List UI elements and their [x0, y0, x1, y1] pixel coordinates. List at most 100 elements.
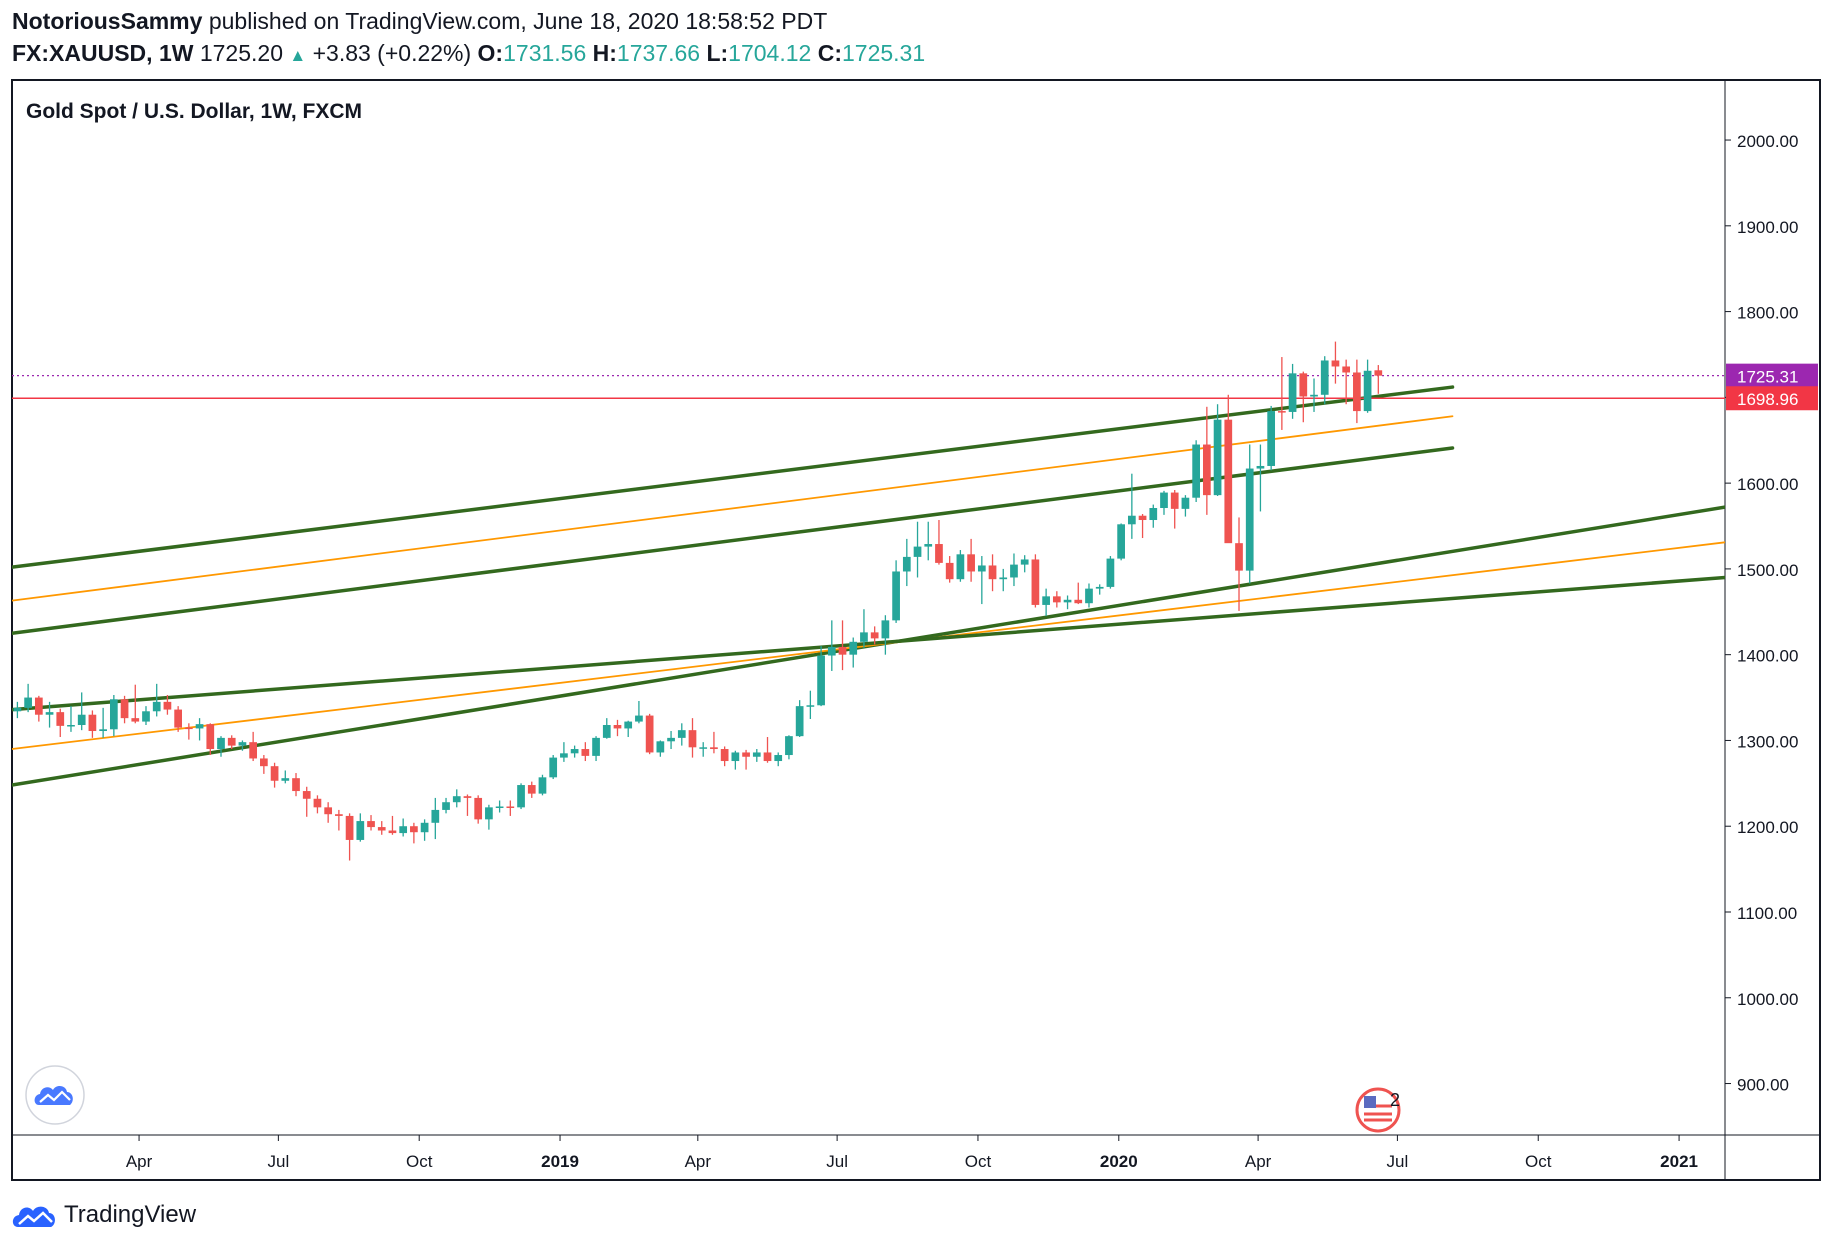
candle-body [34, 697, 43, 715]
channel-lines[interactable] [12, 385, 1725, 787]
candle [120, 695, 129, 724]
chart-title: Gold Spot / U.S. Dollar, 1W, FXCM [26, 100, 362, 123]
candle [56, 708, 65, 738]
candle-body [1288, 373, 1297, 412]
candle [431, 797, 440, 840]
candle [1267, 405, 1276, 471]
candle-body [1160, 492, 1168, 509]
candle [335, 809, 343, 831]
candle [752, 749, 761, 762]
economic-events-marker[interactable]: 2 [1355, 1087, 1401, 1133]
candle [977, 556, 986, 605]
candle-body [195, 724, 204, 729]
candle-body [474, 797, 483, 820]
candle-body [1278, 411, 1286, 413]
candle-body [131, 718, 140, 722]
candle [581, 742, 590, 762]
candle-body [913, 546, 922, 557]
time-axis[interactable]: Apr Jul Oct 2019 Apr Jul Oct 2020 Apr Jul Oct 2021 [126, 1135, 1698, 1171]
candle-body [77, 714, 86, 726]
ohlc-line: FX:XAUUSD, 1W 1725.20 ▲ +3.83 (+0.22%) O… [12, 38, 925, 71]
candle-body [999, 577, 1008, 580]
candle-body [849, 641, 858, 655]
candle [935, 520, 943, 565]
candle [1235, 517, 1243, 611]
horizontal-lines[interactable] [12, 375, 1725, 399]
time-tick-label: Apr [685, 1152, 712, 1171]
candle [302, 786, 311, 817]
candle-body [1213, 419, 1222, 496]
candle-body [99, 729, 107, 732]
candle [999, 568, 1008, 592]
candle-body [356, 821, 365, 840]
candle-body [1320, 360, 1329, 395]
candle [345, 813, 354, 861]
candle [388, 815, 397, 835]
candle [260, 755, 268, 774]
candle [1192, 440, 1200, 502]
price-tick-label: 1800.00 [1737, 304, 1798, 323]
candle [517, 783, 525, 810]
candle-body [495, 806, 504, 808]
trendline-6[interactable] [12, 575, 1725, 712]
candle-body [656, 741, 665, 753]
candle-body [442, 802, 450, 810]
candle [817, 646, 825, 707]
footer-brand[interactable]: TradingView [12, 1198, 196, 1232]
candle-body [1042, 596, 1050, 605]
candle [538, 774, 547, 796]
candle [45, 701, 54, 728]
candle [913, 521, 922, 578]
candle [1127, 473, 1136, 539]
low-value: 1704.12 [728, 40, 812, 66]
candle-body [485, 807, 493, 820]
candle [1288, 363, 1297, 419]
candle [463, 794, 472, 816]
candle-body [956, 554, 965, 580]
candle [1095, 584, 1104, 595]
price-change: +3.83 (+0.22%) [312, 40, 472, 66]
trendline-2[interactable] [12, 415, 1454, 602]
candle-body [860, 632, 868, 642]
time-tick-label: Oct [1525, 1152, 1552, 1171]
publish-info: published on TradingView.com, June 18, 2… [208, 8, 828, 34]
time-tick-label: Oct [406, 1152, 433, 1171]
candle [174, 706, 182, 732]
candle [495, 800, 504, 813]
candle [142, 706, 150, 726]
candle [827, 620, 836, 671]
open-value: 1731.56 [503, 40, 587, 66]
candle-body [806, 705, 815, 707]
candle-body [56, 712, 65, 726]
candle-body [720, 749, 729, 762]
candle [613, 719, 622, 737]
candle [474, 795, 483, 824]
up-arrow-icon: ▲ [289, 46, 307, 65]
candle-body [742, 752, 750, 757]
candle-body [624, 721, 633, 729]
candle [1213, 404, 1222, 496]
trendline-1[interactable] [12, 385, 1455, 569]
candle [270, 762, 279, 788]
time-tick-label: Jul [267, 1152, 289, 1171]
price-tag-1 [1726, 363, 1818, 388]
candle [560, 742, 568, 762]
time-tick-label: Jul [1387, 1152, 1409, 1171]
price-tick-label: 900.00 [1737, 1076, 1789, 1095]
tradingview-badge[interactable] [25, 1065, 85, 1125]
candle-body [1256, 465, 1265, 469]
candle [1074, 582, 1083, 605]
candle-body [1117, 524, 1125, 559]
price-axis[interactable]: 2000.001900.001800.001700.001600.001500.… [1725, 132, 1818, 1095]
high-label: H: [592, 40, 617, 66]
candle-body [699, 747, 708, 749]
trendline-5[interactable] [12, 541, 1725, 750]
trendline-3[interactable] [12, 446, 1455, 635]
candle-body [1031, 559, 1040, 605]
candle [902, 538, 911, 587]
candle-body [1331, 360, 1340, 367]
author-name[interactable]: NotoriousSammy [12, 8, 203, 34]
candle [795, 700, 804, 738]
candle [356, 813, 365, 842]
